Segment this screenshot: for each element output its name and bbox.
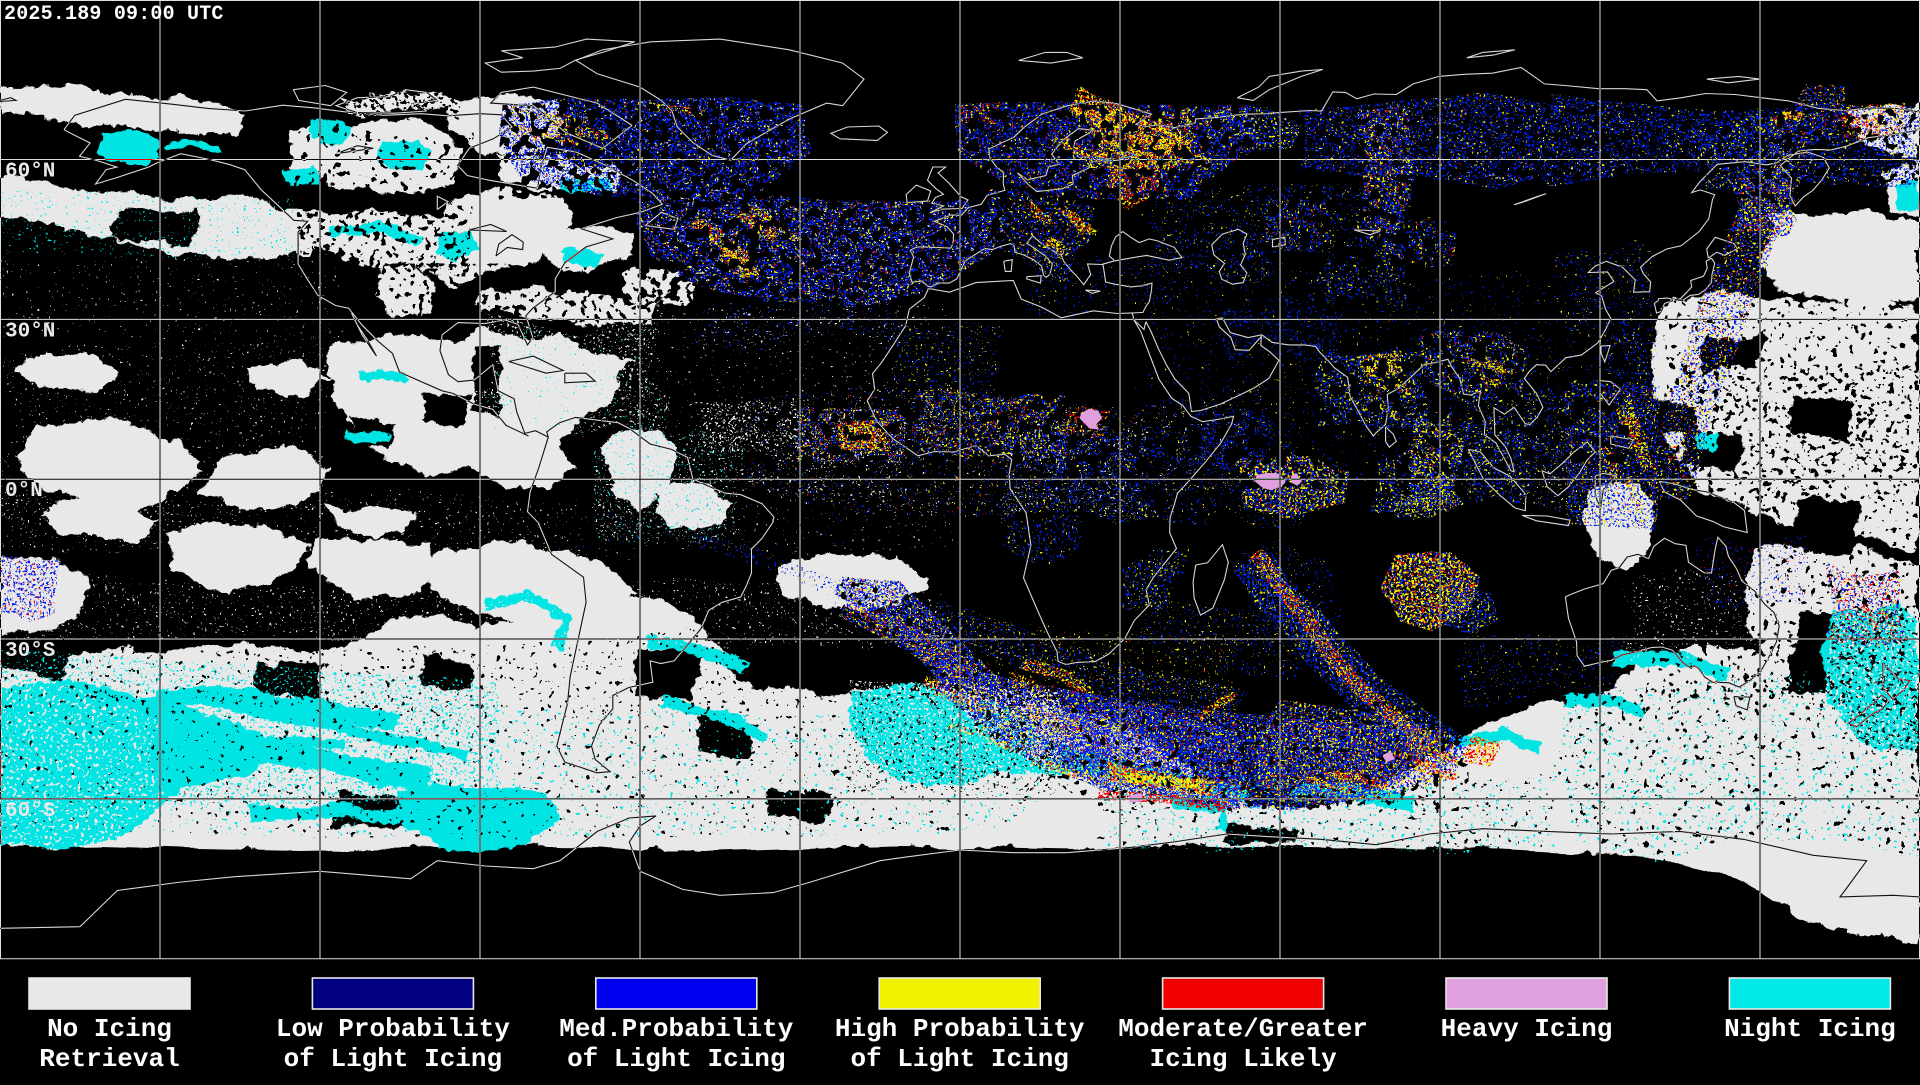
svg-text:0°N: 0°N	[5, 480, 43, 503]
svg-text:of Light Icing: of Light Icing	[284, 1044, 502, 1074]
svg-text:Moderate/Greater: Moderate/Greater	[1118, 1014, 1368, 1044]
svg-text:Low Probability: Low Probability	[276, 1014, 510, 1044]
svg-text:30°N: 30°N	[5, 320, 55, 343]
svg-text:2025.189 09:00 UTC: 2025.189 09:00 UTC	[4, 3, 224, 26]
svg-text:60°S: 60°S	[5, 800, 55, 823]
svg-text:30°S: 30°S	[5, 640, 55, 663]
svg-text:Night Icing: Night Icing	[1724, 1014, 1896, 1044]
svg-text:60°N: 60°N	[5, 161, 55, 184]
svg-text:Icing Likely: Icing Likely	[1149, 1044, 1337, 1074]
svg-text:High Probability: High Probability	[835, 1014, 1085, 1044]
svg-text:of Light Icing: of Light Icing	[850, 1044, 1068, 1074]
svg-text:of Light Icing: of Light Icing	[567, 1044, 785, 1074]
svg-text:Retrieval: Retrieval	[39, 1044, 179, 1074]
svg-text:Heavy Icing: Heavy Icing	[1441, 1014, 1613, 1044]
svg-text:No Icing: No Icing	[47, 1014, 172, 1044]
svg-text:Med.Probability: Med.Probability	[559, 1014, 793, 1044]
